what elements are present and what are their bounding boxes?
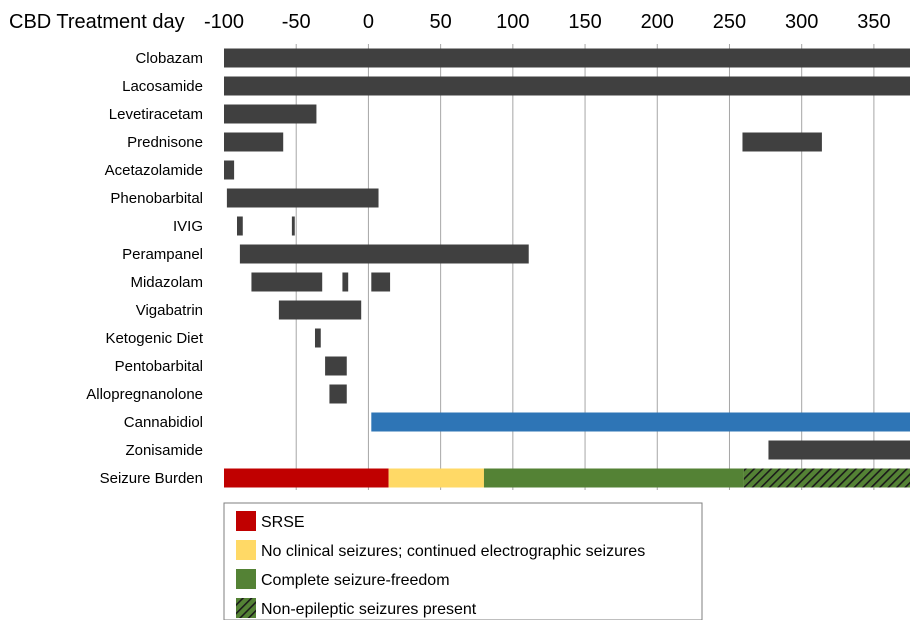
bar-ketogenic-diet bbox=[314, 328, 321, 348]
bar-phenobarbital bbox=[226, 188, 379, 208]
x-tick-label: 300 bbox=[785, 11, 818, 33]
x-tick-label: 50 bbox=[430, 11, 452, 33]
legend-box bbox=[223, 502, 703, 620]
legend-label-srse: SRSE bbox=[261, 514, 305, 531]
bar-lacosamide bbox=[224, 76, 910, 96]
x-tick-labels: -100 -50 0 50 100 150 200 250 300 350 bbox=[204, 11, 891, 33]
bar-levetiracetam bbox=[224, 104, 317, 124]
seizure-burden-segment-non-epileptic bbox=[743, 468, 910, 488]
x-tick-label: -100 bbox=[204, 11, 244, 33]
category-label-cannabidiol: Cannabidiol bbox=[124, 414, 203, 431]
legend-label-non-epileptic: Non-epileptic seizures present bbox=[261, 601, 477, 618]
category-label-pentobarbital: Pentobarbital bbox=[115, 358, 203, 375]
seizure-burden-segment-electrographic bbox=[388, 468, 484, 488]
category-label-lacosamide: Lacosamide bbox=[122, 78, 203, 95]
bar-pentobarbital bbox=[325, 356, 347, 376]
bar-midazolam bbox=[371, 272, 391, 292]
bar-acetazolamide bbox=[224, 160, 235, 180]
category-label-ketogenic-diet: Ketogenic Diet bbox=[105, 330, 203, 347]
x-axis-label: CBD Treatment day bbox=[9, 11, 185, 33]
x-tick-label: 150 bbox=[568, 11, 601, 33]
bar-prednisone bbox=[224, 132, 284, 152]
category-label-prednisone: Prednisone bbox=[127, 134, 203, 151]
legend-swatch-freedom bbox=[236, 569, 256, 589]
bar-midazolam bbox=[342, 272, 349, 292]
seizure-burden-segment-srse bbox=[224, 468, 389, 488]
x-tick-label: 250 bbox=[713, 11, 746, 33]
treatment-bars bbox=[224, 48, 910, 460]
bar-zonisamide bbox=[768, 440, 910, 460]
bar-cannabidiol bbox=[371, 412, 910, 432]
bar-perampanel bbox=[239, 244, 529, 264]
x-tick-label: 200 bbox=[641, 11, 674, 33]
bar-allopregnanolone bbox=[329, 384, 347, 404]
bar-ivig bbox=[236, 216, 243, 236]
bar-clobazam bbox=[224, 48, 910, 68]
x-tick-label: 350 bbox=[857, 11, 890, 33]
category-label-levetiracetam: Levetiracetam bbox=[109, 106, 203, 123]
legend-label-electrographic: No clinical seizures; continued electrog… bbox=[261, 543, 645, 560]
x-tick-label: 100 bbox=[496, 11, 529, 33]
seizure-burden-bar bbox=[224, 468, 910, 488]
gridlines bbox=[295, 44, 875, 490]
category-label-ivig: IVIG bbox=[173, 218, 203, 235]
legend-swatch-electrographic bbox=[236, 540, 256, 560]
seizure-burden-segment-freedom bbox=[483, 468, 744, 488]
legend-swatch-non-epileptic bbox=[236, 598, 256, 618]
category-label-allopregnanolone: Allopregnanolone bbox=[86, 386, 203, 403]
category-label-zonisamide: Zonisamide bbox=[125, 442, 203, 459]
category-label-perampanel: Perampanel bbox=[122, 246, 203, 263]
category-label-clobazam: Clobazam bbox=[135, 50, 203, 67]
category-label-midazolam: Midazolam bbox=[130, 274, 203, 291]
category-labels: Clobazam Lacosamide Levetiracetam Prednison… bbox=[86, 50, 204, 487]
x-tick-label: -50 bbox=[282, 11, 311, 33]
category-label-acetazolamide: Acetazolamide bbox=[105, 162, 203, 179]
bar-vigabatrin bbox=[278, 300, 362, 320]
category-label-seizure-burden: Seizure Burden bbox=[100, 470, 203, 487]
legend: SRSE No clinical seizures; continued elec… bbox=[223, 502, 703, 620]
category-label-phenobarbital: Phenobarbital bbox=[110, 190, 203, 207]
x-tick-label: 0 bbox=[363, 11, 374, 33]
bar-prednisone bbox=[742, 132, 822, 152]
category-label-vigabatrin: Vigabatrin bbox=[136, 302, 203, 319]
legend-swatch-srse bbox=[236, 511, 256, 531]
bar-ivig bbox=[291, 216, 295, 236]
legend-label-freedom: Complete seizure-freedom bbox=[261, 572, 450, 589]
bar-midazolam bbox=[251, 272, 323, 292]
